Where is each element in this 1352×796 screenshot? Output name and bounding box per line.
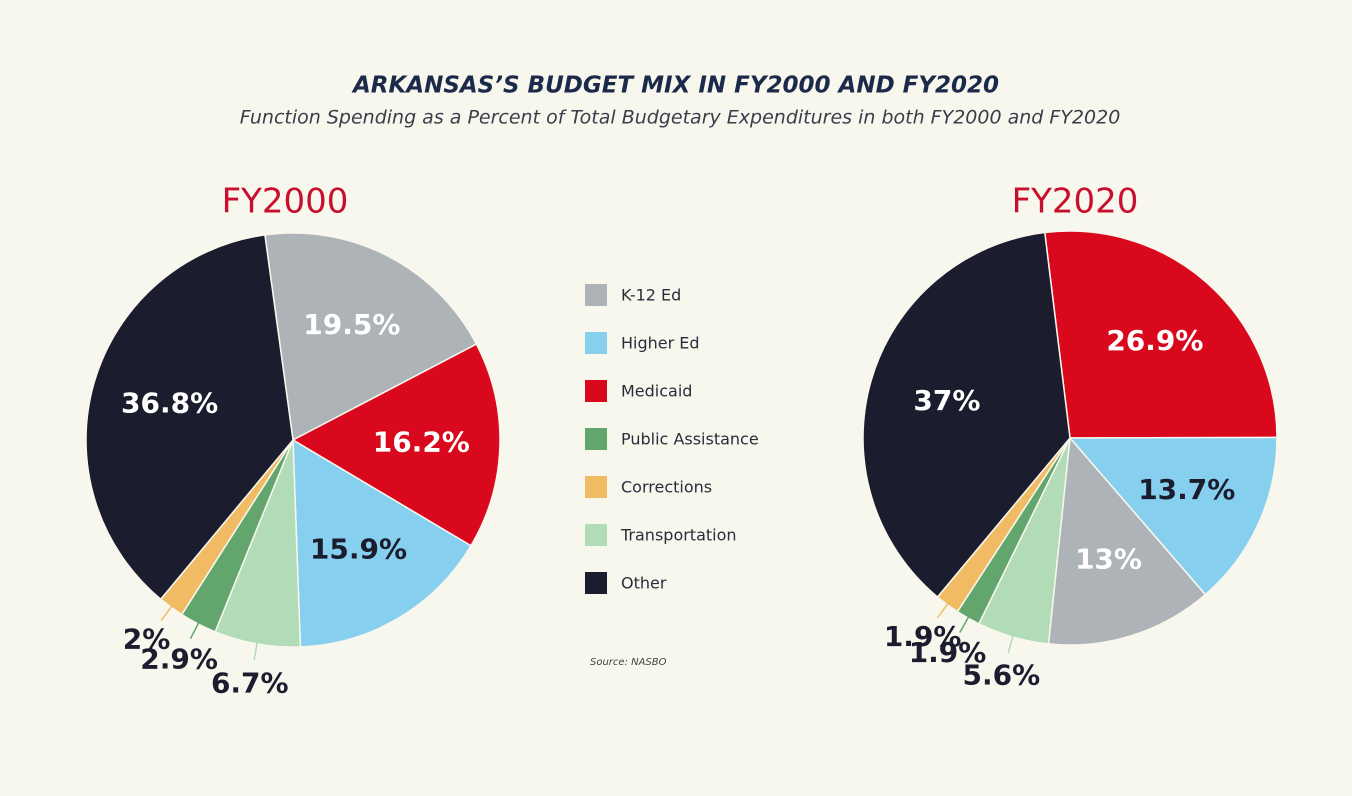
legend-label: Transportation — [620, 526, 737, 545]
pie-title: FY2000 — [222, 182, 349, 222]
value-label: 13% — [1075, 542, 1142, 575]
legend-swatch — [585, 524, 607, 546]
value-label: 1.9% — [884, 620, 962, 653]
pie-slice — [292, 438, 472, 648]
pie-slice — [291, 343, 501, 547]
legend-label: K-12 Ed — [621, 286, 681, 305]
leader-line — [253, 639, 259, 661]
value-label: 26.9% — [1106, 324, 1203, 357]
value-label: 2% — [123, 623, 171, 656]
pie-slice — [1068, 436, 1278, 596]
value-label: 6.7% — [211, 667, 289, 700]
leader-line — [189, 619, 201, 640]
pie-slice — [1043, 230, 1278, 439]
legend-swatch — [585, 332, 607, 354]
value-label: 2.9% — [140, 643, 218, 676]
source: Source: NASBO — [590, 657, 667, 668]
leader-line — [959, 614, 971, 633]
leader-line — [1007, 632, 1015, 654]
pie-slice — [862, 231, 1071, 599]
pie-slice — [264, 232, 478, 442]
legend-swatch — [585, 476, 607, 498]
legend-label: Other — [621, 574, 667, 593]
legend-label: Public Assistance — [621, 430, 759, 449]
leader-line — [160, 603, 175, 622]
value-label: 36.8% — [121, 387, 218, 420]
value-label: 1.9% — [909, 636, 987, 669]
pie-title: FY2020 — [1012, 182, 1139, 222]
value-label: 13.7% — [1138, 473, 1235, 506]
pie-slice — [85, 234, 294, 601]
legend-label: Corrections — [621, 478, 712, 497]
pie-slice — [1047, 436, 1207, 646]
legend-label: Higher Ed — [621, 334, 700, 353]
legend-swatch — [585, 380, 607, 402]
leader-line — [936, 600, 951, 619]
value-label: 16.2% — [373, 425, 470, 458]
legend-label: Medicaid — [621, 382, 692, 401]
legend-swatch — [585, 284, 607, 306]
legend-swatch — [585, 428, 607, 450]
chart-subtitle: Function Spending as a Percent of Total … — [240, 107, 1121, 129]
legend-swatch — [585, 572, 607, 594]
chart-title: ARKANSAS’S BUDGET MIX IN FY2000 AND FY20… — [351, 73, 999, 99]
value-label: 15.9% — [310, 532, 407, 565]
value-label: 5.6% — [963, 659, 1041, 692]
value-label: 37% — [913, 384, 980, 417]
value-label: 19.5% — [303, 308, 400, 341]
